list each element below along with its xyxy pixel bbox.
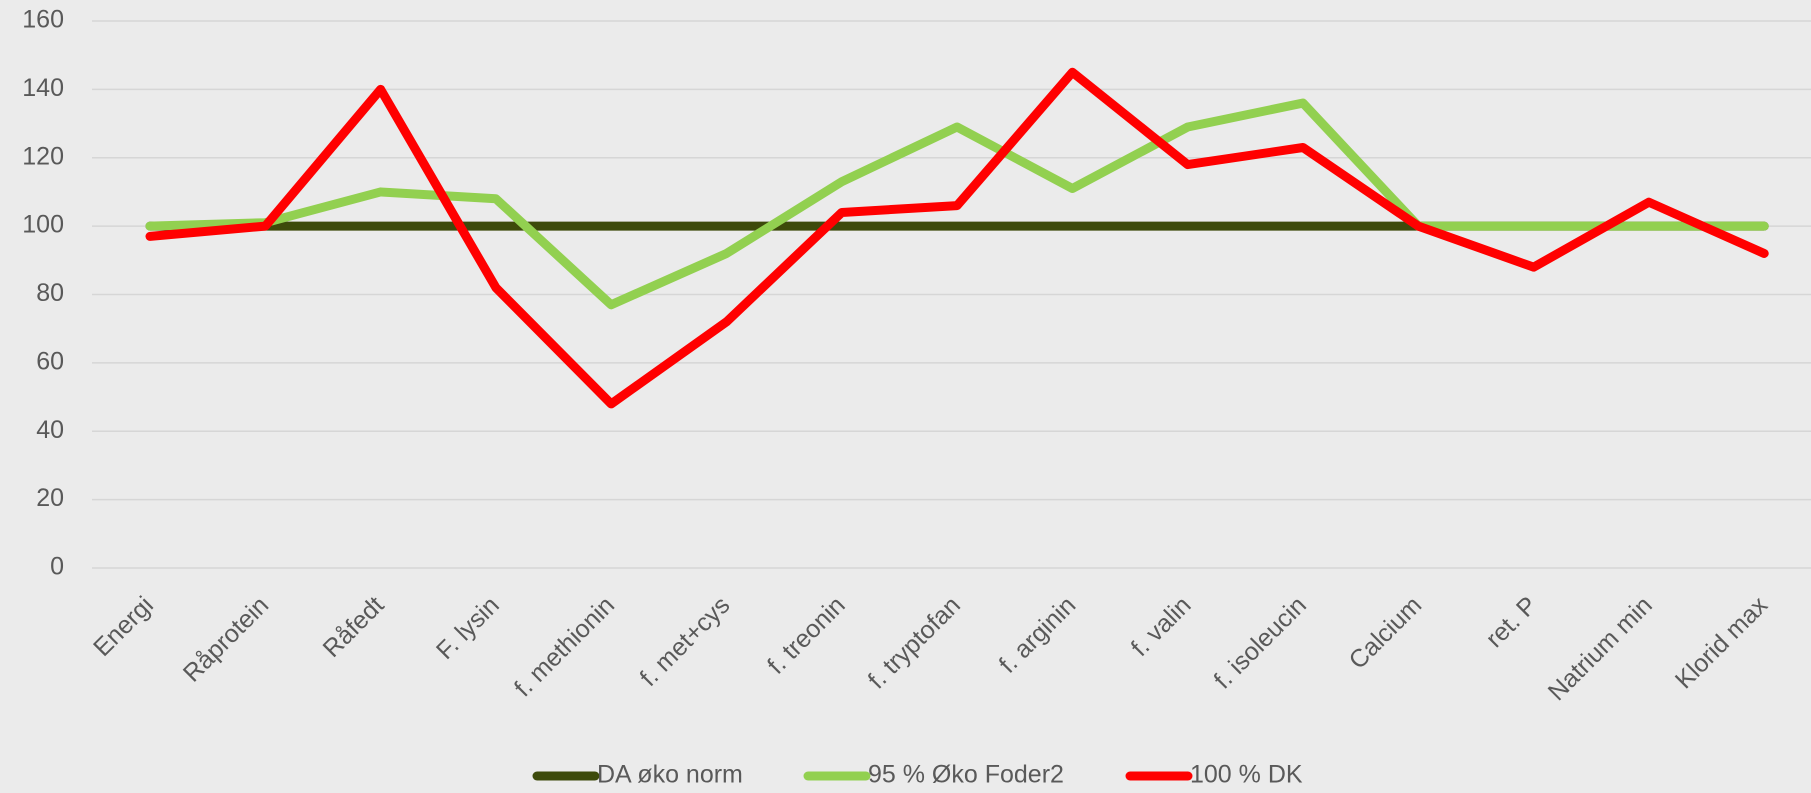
y-tick-label: 120 xyxy=(22,142,64,170)
x-tick-label: Råfedt xyxy=(318,591,390,663)
x-tick-label: f. met+cys xyxy=(635,591,736,692)
x-tick-label: Energi xyxy=(88,591,159,662)
series-line xyxy=(145,98,1769,310)
y-tick-label: 60 xyxy=(36,347,64,375)
x-tick-label: f. isoleucin xyxy=(1209,591,1312,694)
y-tick-label: 140 xyxy=(22,74,64,102)
y-tick-label: 160 xyxy=(22,6,64,34)
x-tick-label: f. tryptofan xyxy=(863,591,966,694)
y-tick-label: 0 xyxy=(50,553,64,581)
x-tick-label: Klorid max xyxy=(1670,591,1774,695)
y-tick-label: 100 xyxy=(22,211,64,239)
y-tick-label: 40 xyxy=(36,416,64,444)
x-tick-label: f. methionin xyxy=(509,591,620,702)
legend-label: DA øko norm xyxy=(597,761,743,789)
x-tick-label: f. valin xyxy=(1126,591,1197,662)
y-tick-label: 20 xyxy=(36,484,64,512)
y-tick-label: 80 xyxy=(36,279,64,307)
legend-label: 95 % Øko Foder2 xyxy=(868,761,1064,789)
legend-label: 100 % DK xyxy=(1190,761,1303,789)
x-tick-label: F. lysin xyxy=(431,591,505,665)
x-tick-label: f. treonin xyxy=(762,591,851,680)
x-tick-label: f. arginin xyxy=(994,591,1082,679)
x-tick-label: ret. P xyxy=(1480,591,1542,653)
series-line xyxy=(145,67,1769,409)
x-tick-label: Calcium xyxy=(1344,591,1428,675)
x-tick-label: Råprotein xyxy=(178,591,274,687)
x-tick-label: Natrium min xyxy=(1543,591,1658,706)
